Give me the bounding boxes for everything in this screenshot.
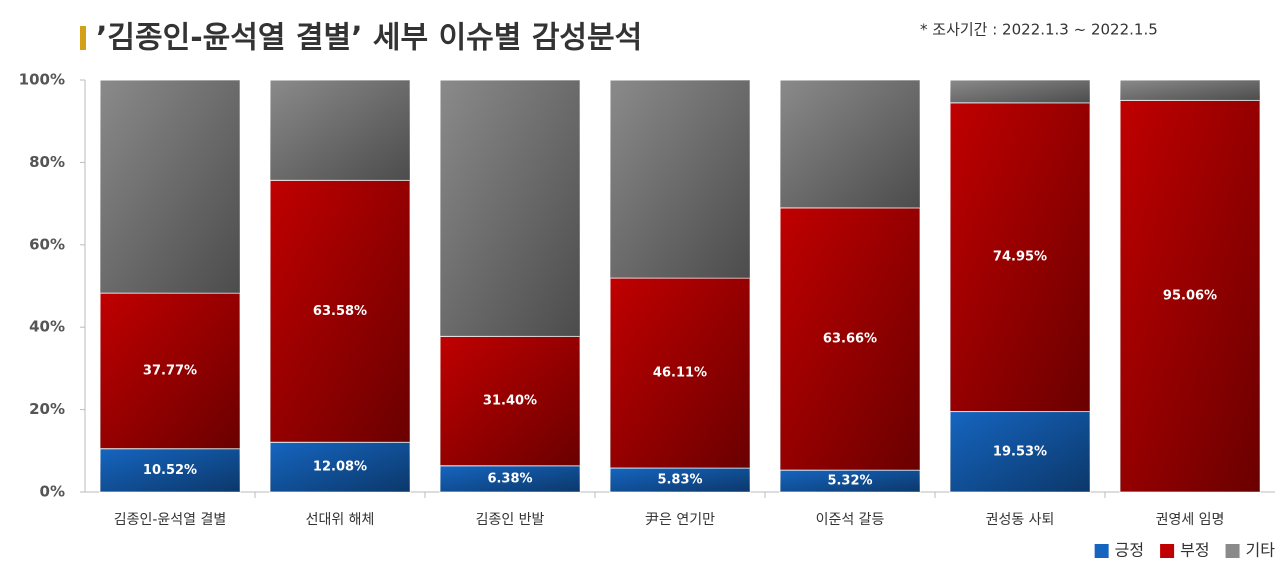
value-label: 10.52% bbox=[143, 463, 197, 478]
value-label: 74.95% bbox=[993, 250, 1047, 265]
y-tick-label: 60% bbox=[29, 235, 65, 253]
plot: 0% 20% 40% 60% 80% 100% 김종인-윤석열 결별 10.52% 37.77%… bbox=[19, 71, 1276, 560]
legend-label: 부정 bbox=[1180, 541, 1209, 560]
y-tick-label: 40% bbox=[29, 318, 65, 336]
bar-segment bbox=[1119, 79, 1261, 101]
value-label: 46.11% bbox=[653, 365, 707, 380]
value-label: 37.77% bbox=[143, 363, 197, 378]
x-tick-label: 권영세 임명 bbox=[1156, 512, 1225, 528]
x-tick-label: 김종인-윤석열 결별 bbox=[114, 512, 227, 528]
bar-segment bbox=[949, 79, 1091, 104]
value-label: 95.06% bbox=[1163, 289, 1217, 304]
legend-label: 긍정 bbox=[1115, 541, 1144, 560]
y-tick-label: 80% bbox=[29, 153, 65, 171]
title-marker bbox=[80, 26, 86, 50]
value-label: 12.08% bbox=[313, 460, 367, 475]
value-label: 6.38% bbox=[487, 471, 532, 486]
bar-segment bbox=[439, 79, 581, 337]
legend-label: 기타 bbox=[1246, 541, 1276, 560]
value-label: 5.83% bbox=[657, 472, 702, 487]
y-tick-label: 0% bbox=[40, 483, 65, 501]
bar-segment bbox=[609, 79, 751, 279]
y-tick-label: 100% bbox=[19, 71, 65, 89]
legend-swatch bbox=[1160, 544, 1175, 558]
x-tick-label: 선대위 해체 bbox=[306, 512, 375, 528]
bar-segment bbox=[99, 79, 241, 294]
value-label: 19.53% bbox=[993, 444, 1047, 459]
legend-swatch bbox=[1225, 544, 1240, 558]
x-tick-label: 김종인 반발 bbox=[476, 512, 545, 528]
x-tick-label: 권성동 사퇴 bbox=[986, 512, 1055, 528]
bar-segment bbox=[779, 79, 921, 209]
chart-subtitle: * 조사기간 : 2022.1.3 ~ 2022.1.5 bbox=[920, 21, 1158, 39]
legend-swatch bbox=[1094, 544, 1109, 558]
chart-title: ’김종인-윤석열 결별’ 세부 이슈별 감성분석 bbox=[96, 21, 642, 56]
bar-segment bbox=[269, 79, 411, 181]
value-label: 63.66% bbox=[823, 331, 877, 346]
y-tick-label: 20% bbox=[29, 400, 65, 418]
value-label: 5.32% bbox=[827, 474, 872, 489]
x-tick-label: 이준석 갈등 bbox=[816, 512, 885, 528]
value-label: 63.58% bbox=[313, 304, 367, 319]
value-label: 31.40% bbox=[483, 394, 537, 409]
x-tick-label: 尹은 연기만 bbox=[645, 512, 715, 528]
